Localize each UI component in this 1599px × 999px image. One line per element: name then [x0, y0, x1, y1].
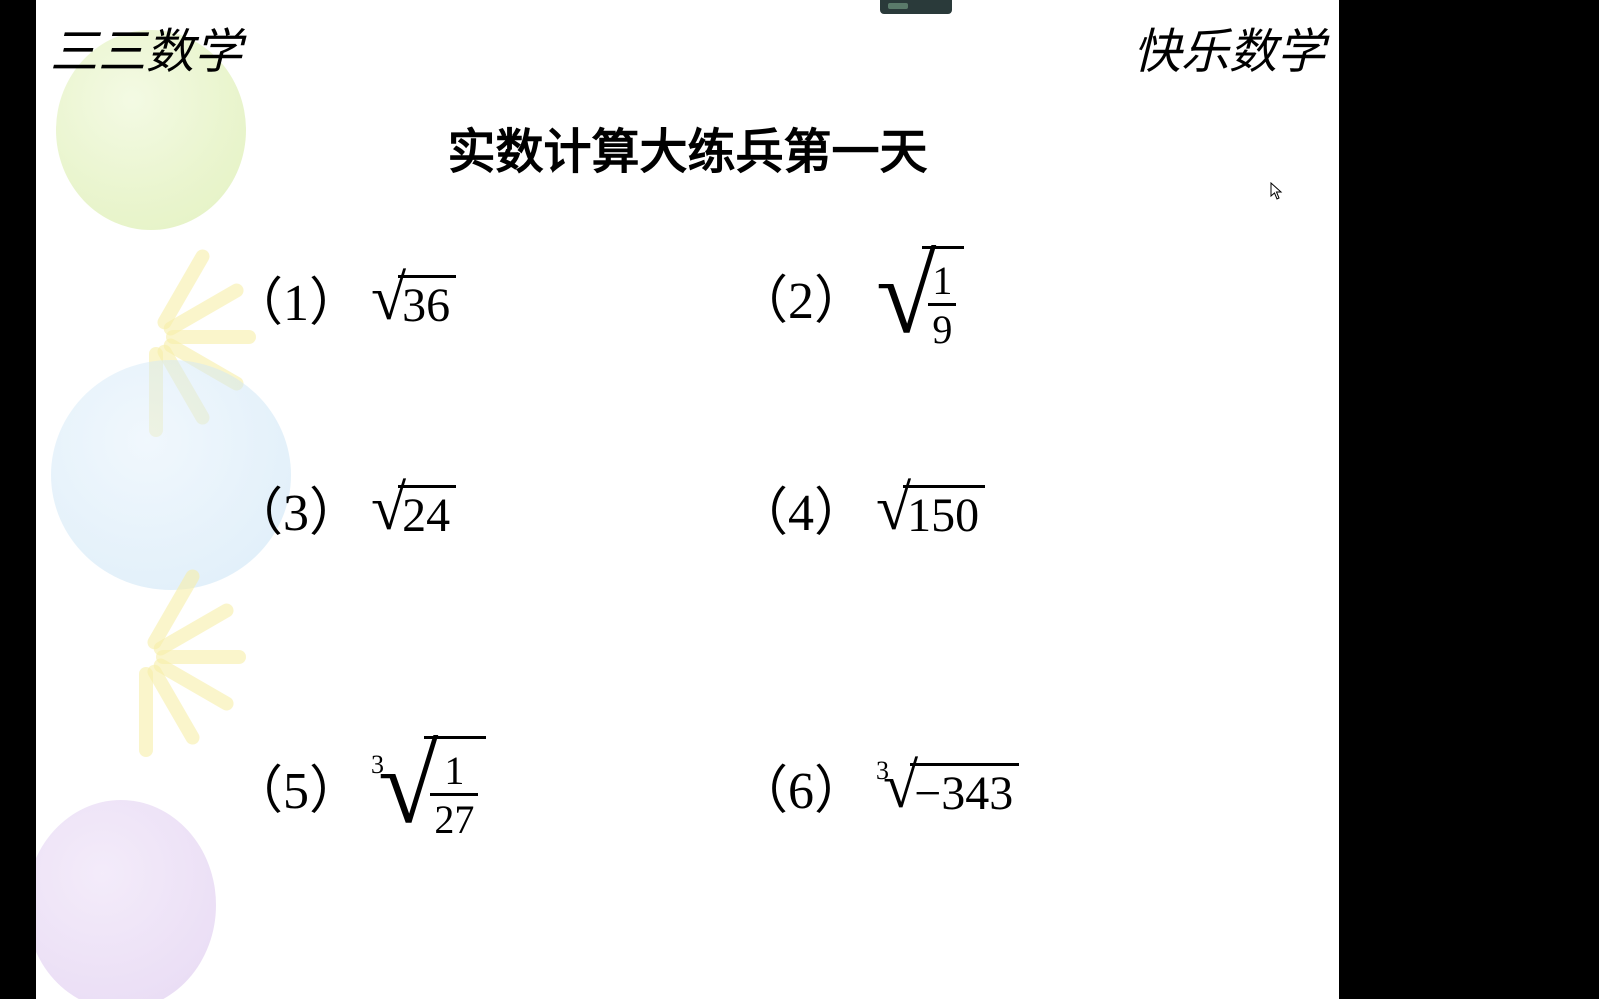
numerator: 1	[928, 261, 956, 303]
problem-label: （4）	[736, 470, 866, 545]
problem-label: （2）	[736, 258, 866, 333]
problem-label: （3）	[231, 470, 361, 545]
numerator: 1	[440, 751, 468, 793]
fraction: 1 9	[928, 261, 956, 350]
fraction: 1 27	[430, 751, 478, 840]
root-index: 3	[371, 750, 384, 780]
problem-6: （6） 3 √ −343	[736, 748, 1019, 823]
sqrt-expression: √ 36	[371, 266, 456, 330]
problem-label: （6）	[736, 748, 866, 823]
problem-label: （5）	[231, 748, 361, 823]
radicand: 24	[398, 485, 456, 540]
header-left: 三三数学	[50, 12, 242, 82]
root-index: 3	[876, 756, 889, 786]
sqrt-expression: √ 1 9	[876, 240, 964, 350]
radicand: −343	[910, 763, 1019, 818]
radicand: 36	[398, 275, 456, 330]
denominator: 27	[430, 793, 478, 840]
sqrt-expression: √ 150	[876, 476, 985, 540]
radicand: 1 27	[424, 736, 486, 840]
header-right: 快乐数学	[1133, 12, 1325, 82]
device-indicator	[880, 0, 952, 14]
denominator: 9	[928, 303, 956, 350]
problem-1: （1） √ 36	[231, 260, 456, 335]
cursor-icon	[1270, 182, 1284, 200]
balloon-decoration-purple	[36, 800, 216, 999]
sqrt-expression: √ 24	[371, 476, 456, 540]
problem-5: （5） 3 √ 1 27	[231, 730, 486, 840]
radicand: 1 9	[922, 246, 964, 350]
slide: 三三数学 快乐数学 实数计算大练兵第一天 （1） √ 36 （2） √ 1 9 …	[36, 0, 1339, 999]
page-title: 实数计算大练兵第一天	[36, 112, 1339, 182]
problem-3: （3） √ 24	[231, 470, 456, 545]
problem-label: （1）	[231, 260, 361, 335]
problem-4: （4） √ 150	[736, 470, 985, 545]
cbrt-expression: 3 √ −343	[876, 754, 1019, 818]
problem-2: （2） √ 1 9	[736, 240, 964, 350]
cbrt-expression: 3 √ 1 27	[371, 730, 486, 840]
radicand: 150	[903, 485, 985, 540]
